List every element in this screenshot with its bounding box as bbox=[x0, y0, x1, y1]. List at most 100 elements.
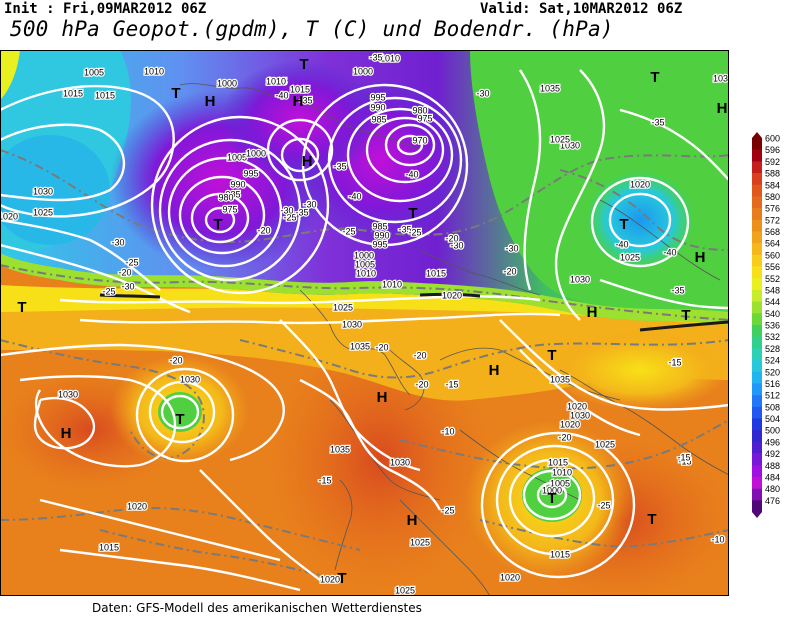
isobar-label: 1000 bbox=[353, 66, 373, 76]
high-pressure-marker: H bbox=[302, 153, 313, 170]
temperature-label: -20 bbox=[257, 225, 270, 235]
temperature-label: -25 bbox=[408, 227, 421, 237]
map-frame bbox=[0, 50, 729, 596]
isobar-label: 1025 bbox=[620, 252, 640, 262]
temperature-label: -40 bbox=[615, 239, 628, 249]
high-pressure-marker: H bbox=[717, 100, 728, 117]
isobar-label: 995 bbox=[243, 168, 258, 178]
legend-arrow bbox=[752, 512, 762, 518]
temperature-label: -10 bbox=[441, 426, 454, 436]
legend-swatch bbox=[752, 301, 762, 314]
legend-swatch bbox=[752, 395, 762, 408]
legend-value: 528 bbox=[765, 344, 780, 354]
isobar-label: 1035 bbox=[550, 374, 570, 384]
corner-patch bbox=[0, 50, 20, 100]
legend-value: 548 bbox=[765, 285, 780, 295]
legend-swatch bbox=[752, 161, 762, 174]
isobar-label: 1025 bbox=[550, 134, 570, 144]
high-pressure-marker: H bbox=[489, 362, 500, 379]
temperature-label: -35 bbox=[295, 207, 308, 217]
temperature-label: -30 bbox=[450, 240, 463, 250]
legend-swatch bbox=[752, 360, 762, 373]
isobar-label: 1000 bbox=[542, 485, 562, 495]
init-time: Init : Fri,09MAR2012 06Z bbox=[4, 1, 207, 17]
legend-swatch bbox=[752, 243, 762, 256]
isobar-label: 1005 bbox=[84, 67, 104, 77]
temperature-label: -40 bbox=[663, 247, 676, 257]
isobar-label: 1015 bbox=[426, 268, 446, 278]
temperature-label: -40 bbox=[348, 191, 361, 201]
legend-value: 492 bbox=[765, 449, 780, 459]
isobar-label: 1000 bbox=[246, 148, 266, 158]
isobar-label: 1010 bbox=[356, 268, 376, 278]
low-pressure-marker: T bbox=[619, 216, 628, 233]
legend-swatch bbox=[752, 418, 762, 431]
legend-swatch bbox=[752, 173, 762, 186]
legend-value: 576 bbox=[765, 204, 780, 214]
cutoff-low-east bbox=[522, 468, 582, 522]
high-pressure-marker: H bbox=[587, 304, 598, 321]
legend-swatch bbox=[752, 348, 762, 361]
legend-swatch bbox=[752, 371, 762, 384]
isobar-label: 1015 bbox=[63, 88, 83, 98]
temperature-label: -40 bbox=[405, 169, 418, 179]
legend-swatch bbox=[752, 500, 762, 513]
temperature-label: -15 bbox=[677, 452, 690, 462]
isobar-label: 1015 bbox=[550, 549, 570, 559]
data-source: Daten: GFS-Modell des amerikanischen Wet… bbox=[92, 601, 422, 615]
high-pressure-marker: H bbox=[61, 425, 72, 442]
legend-swatch bbox=[752, 208, 762, 221]
temperature-label: -20 bbox=[415, 379, 428, 389]
map-title: 500 hPa Geopot.(gpdm), T (C) und Bodendr… bbox=[10, 17, 614, 41]
legend-swatch bbox=[752, 231, 762, 244]
low-pressure-marker: T bbox=[547, 347, 556, 364]
isobar-label: 1020 bbox=[442, 290, 462, 300]
front-west bbox=[99, 293, 161, 299]
isobar-label: 1020 bbox=[320, 574, 340, 584]
isobar-label: 1020 bbox=[500, 572, 520, 582]
front-centre bbox=[419, 292, 481, 298]
temperature-label: -30 bbox=[280, 205, 293, 215]
isobar-label: 1030 bbox=[33, 186, 53, 196]
isobar-label: 1010 bbox=[552, 467, 572, 477]
temperature-label: -15 bbox=[668, 357, 681, 367]
legend-swatch bbox=[752, 254, 762, 267]
legend-value: 532 bbox=[765, 332, 780, 342]
isobar-label: 1000 bbox=[354, 250, 374, 260]
legend-swatch bbox=[752, 313, 762, 326]
temperature-label: -40 bbox=[275, 90, 288, 100]
legend-swatch bbox=[752, 441, 762, 454]
legend-value: 560 bbox=[765, 250, 780, 260]
legend-value: 584 bbox=[765, 180, 780, 190]
temperature-label: -20 bbox=[558, 432, 571, 442]
legend-value: 512 bbox=[765, 391, 780, 401]
high-pressure-marker: H bbox=[205, 93, 216, 110]
isobar-label: 1035 bbox=[330, 444, 350, 454]
isobar-label: 1030 bbox=[713, 73, 729, 83]
legend-value: 504 bbox=[765, 414, 780, 424]
isobar-label: 1030 bbox=[342, 319, 362, 329]
front-east bbox=[639, 320, 729, 332]
legend-value: 556 bbox=[765, 262, 780, 272]
legend-swatch bbox=[752, 325, 762, 337]
temperature-label: -35 bbox=[369, 52, 382, 62]
legend-value: 520 bbox=[765, 367, 780, 377]
temperature-label: -20 bbox=[503, 266, 516, 276]
low-pressure-marker: T bbox=[681, 307, 690, 324]
legend-value: 564 bbox=[765, 239, 780, 249]
isobar-label: 1030 bbox=[570, 274, 590, 284]
isobar-label: 1015 bbox=[290, 84, 310, 94]
temperature-label: -30 bbox=[303, 199, 316, 209]
legend-swatch bbox=[752, 184, 762, 197]
low-pressure-marker: T bbox=[547, 490, 556, 507]
legend-value: 488 bbox=[765, 461, 780, 471]
temperature-label: -25 bbox=[342, 226, 355, 236]
high-pressure-marker: H bbox=[695, 249, 706, 266]
legend-swatch bbox=[752, 278, 762, 291]
legend-swatch bbox=[752, 266, 762, 279]
isobar-label: 990 bbox=[374, 230, 389, 240]
green-edge bbox=[0, 253, 729, 325]
legend-swatch bbox=[752, 196, 762, 209]
legend-swatch bbox=[752, 430, 762, 443]
